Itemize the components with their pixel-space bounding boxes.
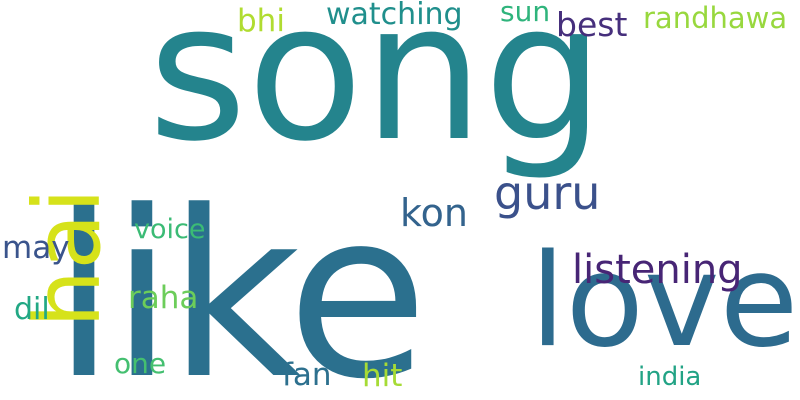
word-kon: kon	[400, 191, 468, 235]
word-best: best	[556, 5, 628, 44]
word-listening: listening	[572, 247, 743, 293]
word-voice: voice	[134, 214, 206, 245]
word-may: may	[2, 230, 70, 266]
word-bhi: bhi	[237, 3, 285, 39]
word-hit: hit	[362, 358, 403, 394]
word-fan: fan	[282, 357, 332, 393]
word-randhawa: randhawa	[643, 1, 788, 35]
word-watching: watching	[326, 0, 463, 32]
word-song: song	[148, 0, 605, 183]
word-dil: dil	[14, 292, 50, 327]
word-love: love	[530, 227, 799, 376]
word-one: one	[114, 347, 167, 380]
word-sun: sun	[500, 0, 551, 28]
word-india: india	[638, 362, 702, 392]
word-like: like	[52, 163, 428, 400]
word-raha: raha	[128, 280, 199, 316]
word-guru: guru	[494, 166, 601, 220]
